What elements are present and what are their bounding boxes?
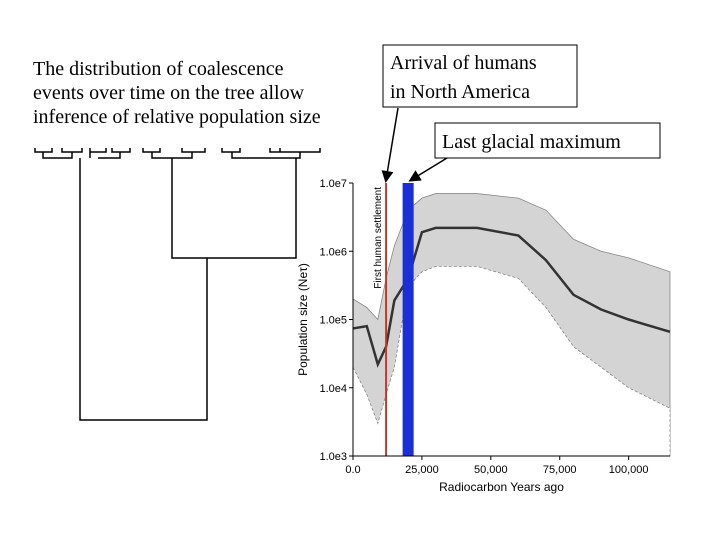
arrow <box>381 107 399 183</box>
median-line <box>352 226 671 368</box>
y-tick-label: 1.0e7 <box>319 178 347 190</box>
marker-label: First human settlement <box>373 187 384 289</box>
y-tick-label: 1.0e4 <box>319 383 347 395</box>
intro-line: events over time on the tree allow <box>33 82 305 104</box>
x-tick-label: 75,000 <box>543 464 577 476</box>
x-tick-label: 0.0 <box>345 464 360 476</box>
callout-box <box>434 122 661 159</box>
callout-line: Arrival of humans <box>390 52 537 74</box>
intro-line: inference of relative population size <box>33 106 321 128</box>
y-tick-label: 1.0e3 <box>319 451 347 463</box>
x-tick-label: 100,000 <box>609 464 649 476</box>
callout-line: in North America <box>390 81 530 103</box>
lower-bound <box>352 265 671 457</box>
x-tick-label: 50,000 <box>474 464 508 476</box>
y-axis-label: Population size (Neτ) <box>296 263 310 376</box>
chart: First human settlement 1.0e3 1.0e4 1.0e5 1.0… <box>296 178 671 494</box>
intro-line: The distribution of coalescence <box>33 58 284 80</box>
tree <box>34 148 321 421</box>
callout-line: Last glacial maximum <box>442 131 621 153</box>
callout-box <box>382 44 578 108</box>
y-tick-label: 1.0e6 <box>319 246 347 258</box>
lgm-band <box>402 183 414 456</box>
y-tick-label: 1.0e5 <box>319 315 347 327</box>
x-tick-label: 25,000 <box>405 464 439 476</box>
arrow <box>408 157 448 182</box>
x-axis-label: Radiocarbon Years ago <box>439 480 564 494</box>
